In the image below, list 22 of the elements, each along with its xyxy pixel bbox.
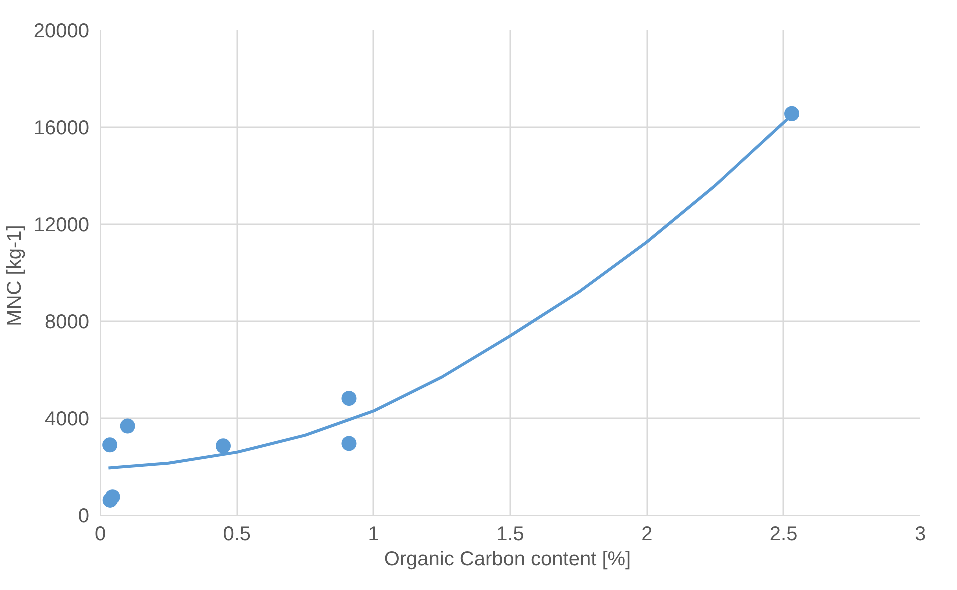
y-axis-title: MNC [kg-1] bbox=[4, 225, 26, 326]
point bbox=[342, 391, 357, 406]
x-tick-label: 0 bbox=[94, 524, 106, 546]
point bbox=[784, 106, 800, 122]
x-tick-label: 2.5 bbox=[770, 524, 798, 546]
x-tick-label: 0.5 bbox=[223, 524, 252, 546]
x-axis-title: Organic Carbon content [%] bbox=[384, 548, 632, 570]
y-tick-label: 4000 bbox=[45, 408, 90, 430]
y-tick-label: 16000 bbox=[34, 118, 90, 140]
point bbox=[120, 418, 136, 434]
point bbox=[216, 438, 231, 454]
x-tick-label: 1 bbox=[368, 524, 380, 546]
x-tick-label: 2 bbox=[642, 524, 653, 546]
y-tick-label: 0 bbox=[78, 506, 90, 528]
x-tick-label: 1.5 bbox=[496, 524, 524, 546]
y-tick-label: 12000 bbox=[34, 214, 90, 236]
x-tick-label: 3 bbox=[914, 524, 926, 546]
y-tick-label: 8000 bbox=[45, 312, 90, 334]
point bbox=[342, 436, 357, 452]
point bbox=[105, 490, 120, 505]
y-tick-label: 20000 bbox=[34, 20, 90, 42]
point bbox=[102, 438, 118, 453]
